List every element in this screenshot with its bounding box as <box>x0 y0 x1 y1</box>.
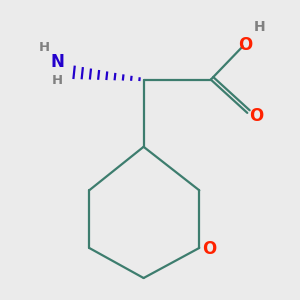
Text: H: H <box>39 41 50 54</box>
Text: O: O <box>202 240 217 258</box>
Text: N: N <box>50 53 64 71</box>
Text: O: O <box>238 36 253 54</box>
Text: H: H <box>254 20 265 34</box>
Text: H: H <box>52 74 63 87</box>
Text: O: O <box>249 107 263 125</box>
